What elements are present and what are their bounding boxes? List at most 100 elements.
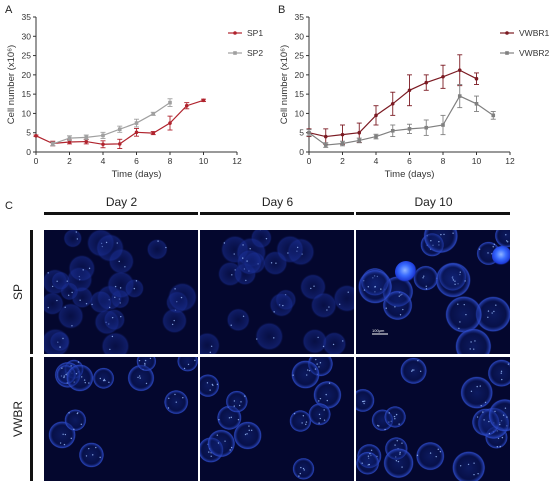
x-tick-label: 10 (472, 156, 482, 166)
nucleus-dot (135, 280, 138, 282)
nucleus-dot (66, 280, 68, 282)
nucleus-dot (370, 449, 373, 451)
nucleus-dot (194, 359, 196, 362)
nucleus-dot (504, 407, 507, 409)
nucleus-dot (470, 390, 473, 393)
x-tick-label: 0 (307, 156, 312, 166)
y-tick-label: 10 (22, 108, 32, 118)
nucleus-dot (425, 288, 428, 290)
column-label-day-6: Day 6 (262, 195, 294, 209)
data-point (441, 74, 445, 79)
data-point (390, 101, 395, 106)
x-tick-label: 12 (232, 156, 242, 166)
nucleus-dot (64, 306, 66, 309)
nucleus-dot (397, 460, 400, 463)
nucleus-dot (238, 404, 241, 407)
nucleus-dot (68, 412, 70, 414)
nucleus-dot (473, 462, 475, 464)
column-header-bar (356, 212, 510, 215)
spheroid (455, 328, 492, 354)
micrograph-grid: Day 2 Day 6 Day 10 SP VWBR 100μm (11, 195, 513, 481)
nucleus-dot (230, 446, 233, 449)
spheroid (487, 359, 510, 388)
x-tick-label: 6 (134, 156, 139, 166)
spheroid (269, 292, 294, 318)
spheroid (200, 332, 221, 354)
x-axis-label: Time (days) (112, 169, 162, 180)
nucleus-dot (233, 253, 235, 255)
y-tick-label: 30 (295, 31, 305, 41)
row-header-bar (30, 230, 33, 354)
y-axis-label: Cell number (x10⁶) (6, 45, 17, 124)
nucleus-dot (83, 379, 86, 381)
nucleus-dot (306, 374, 308, 376)
nucleus-dot (62, 433, 64, 435)
nucleus-dot (108, 381, 110, 384)
data-point (424, 80, 429, 85)
nucleus-dot (384, 428, 386, 431)
nucleus-dot (99, 377, 102, 380)
spheroid (177, 357, 198, 372)
nucleus-dot (187, 363, 190, 366)
nucleus-dot (395, 413, 398, 416)
nucleus-dot (369, 452, 371, 455)
nucleus-dot (505, 234, 507, 236)
nucleus-dot (59, 346, 61, 348)
nucleus-dot (165, 246, 167, 249)
nucleus-dot (70, 437, 72, 440)
nucleus-dot (322, 345, 325, 348)
legend-label: SP1 (247, 28, 263, 38)
nucleus-dot (401, 466, 403, 468)
spheroid (310, 292, 337, 319)
nucleus-dot (174, 393, 176, 396)
nucleus-dot (499, 423, 501, 426)
x-tick-label: 2 (340, 156, 345, 166)
x-tick-label: 2 (67, 156, 72, 166)
data-point (34, 134, 38, 138)
nucleus-dot (435, 455, 437, 458)
data-point (67, 140, 72, 144)
spheroid (89, 290, 113, 314)
nucleus-dot (482, 411, 484, 413)
nucleus-dot (500, 372, 502, 374)
nucleus-dot (411, 369, 414, 371)
nucleus-dot (315, 358, 317, 361)
nucleus-dot (305, 423, 307, 426)
nucleus-dot (124, 266, 126, 268)
nucleus-dot (316, 363, 318, 365)
nucleus-dot (75, 231, 77, 233)
nucleus-dot (167, 407, 170, 409)
nucleus-dot (487, 310, 490, 312)
spheroid (207, 429, 236, 458)
x-tick-label: 8 (441, 156, 446, 166)
nucleus-dot (325, 393, 327, 396)
nucleus-dot (339, 303, 341, 306)
nucleus-dot (488, 432, 491, 435)
nucleus-dot (425, 285, 427, 287)
nucleus-dot (212, 384, 214, 386)
nucleus-dot (443, 233, 445, 236)
nucleus-dot (512, 236, 513, 237)
nucleus-dot (71, 325, 73, 327)
nucleus-dot (296, 246, 299, 249)
spheroid (92, 367, 115, 390)
spheroid (44, 292, 64, 316)
nucleus-dot (483, 419, 485, 421)
data-point (474, 101, 479, 106)
nucleus-dot (209, 351, 212, 354)
nucleus-dot (438, 241, 440, 243)
panel-label-b: B (278, 4, 286, 16)
nucleus-dot (303, 469, 305, 471)
nucleus-dot (233, 400, 236, 402)
nucleus-dot (273, 311, 275, 313)
spheroid (49, 331, 71, 352)
nucleus-dot (273, 337, 275, 339)
nucleus-dot (419, 370, 422, 373)
micrograph-sp-day-6 (200, 230, 354, 354)
nucleus-dot (56, 280, 58, 282)
nucleus-dot (396, 439, 398, 442)
nucleus-dot (399, 451, 401, 454)
nucleus-dot (501, 378, 503, 381)
nucleus-dot (323, 409, 325, 411)
y-tick-label: 20 (22, 70, 32, 80)
